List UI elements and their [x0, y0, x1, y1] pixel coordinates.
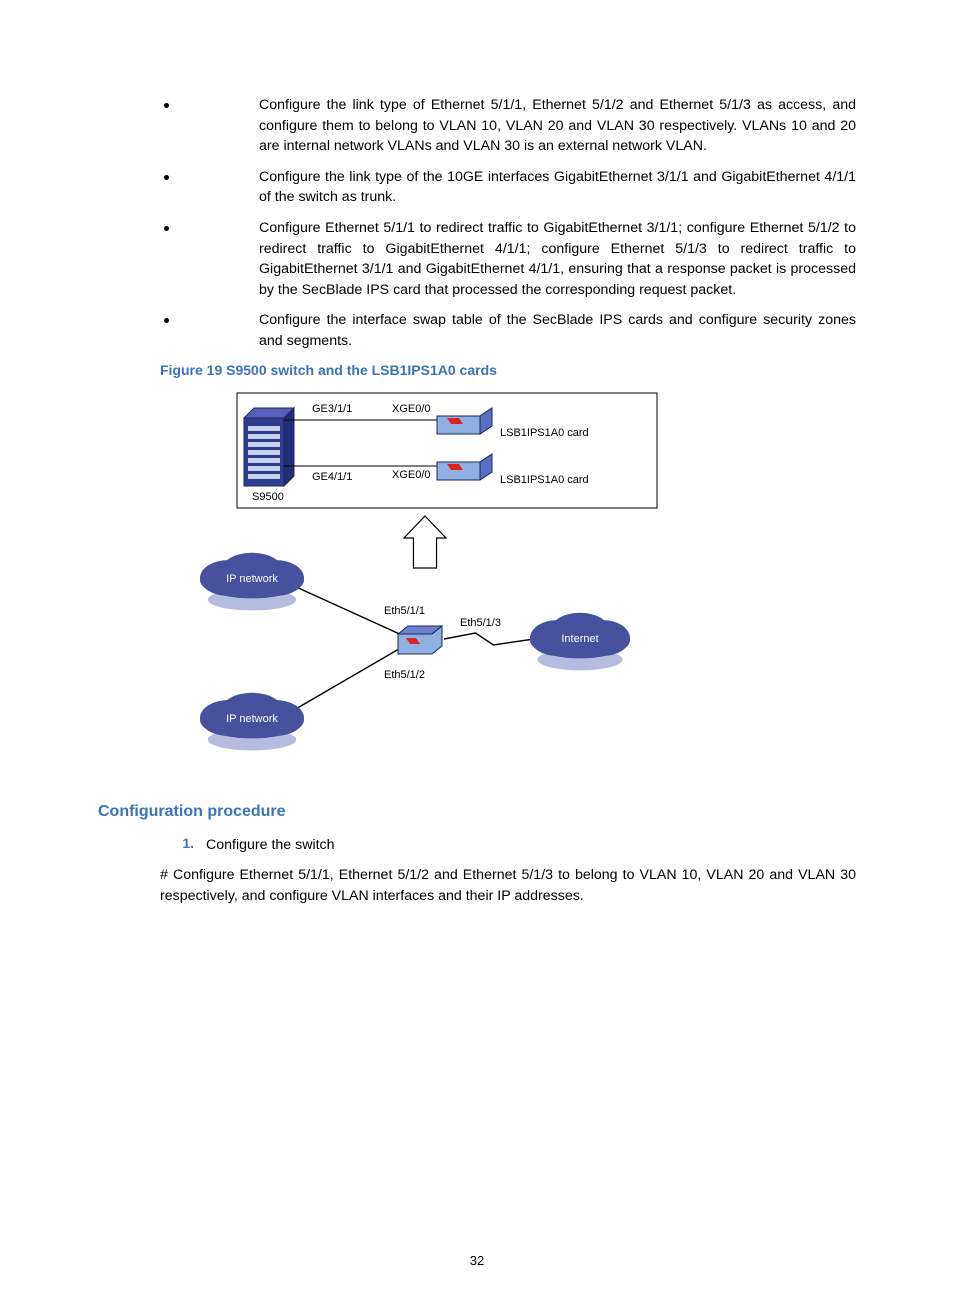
svg-text:LSB1IPS1A0 card: LSB1IPS1A0 card — [500, 474, 589, 486]
svg-text:Eth5/1/3: Eth5/1/3 — [460, 617, 501, 629]
svg-text:IP network: IP network — [226, 573, 278, 585]
page-number: 32 — [0, 1253, 954, 1268]
section-heading: Configuration procedure — [98, 803, 856, 821]
svg-text:Internet: Internet — [561, 633, 598, 645]
list-text: Configure the switch — [206, 835, 856, 856]
svg-text:XGE0/0: XGE0/0 — [392, 469, 431, 481]
bullet-dot-icon — [164, 226, 169, 231]
bullet-text: Configure the link type of the 10GE inte… — [259, 167, 856, 208]
bullet-list: Configure the link type of Ethernet 5/1/… — [98, 95, 856, 352]
svg-text:IP network: IP network — [226, 713, 278, 725]
bullet-text: Configure Ethernet 5/1/1 to redirect tra… — [259, 218, 856, 300]
svg-text:Eth5/1/1: Eth5/1/1 — [384, 605, 425, 617]
svg-text:LSB1IPS1A0 card: LSB1IPS1A0 card — [500, 427, 589, 439]
bullet-text: Configure the link type of Ethernet 5/1/… — [259, 95, 856, 157]
bullet-dot-icon — [164, 318, 169, 323]
svg-text:Eth5/1/2: Eth5/1/2 — [384, 669, 425, 681]
list-number: 1. — [160, 835, 206, 856]
bullet-dot-icon — [164, 175, 169, 180]
bullet-item: Configure Ethernet 5/1/1 to redirect tra… — [98, 218, 856, 300]
figure-diagram: S9500 GE3/1/1 GE4/1/1 XGE0/0 XGE0/0 LSB1IPS1A… — [182, 388, 856, 773]
svg-text:GE4/1/1: GE4/1/1 — [312, 471, 352, 483]
bullet-dot-icon — [164, 103, 169, 108]
bullet-text: Configure the interface swap table of th… — [259, 310, 856, 351]
ordered-list-item: 1. Configure the switch — [160, 835, 856, 856]
bullet-item: Configure the link type of the 10GE inte… — [98, 167, 856, 208]
figure-caption: Figure 19 S9500 switch and the LSB1IPS1A… — [160, 362, 856, 378]
svg-text:S9500: S9500 — [252, 491, 284, 503]
paragraph: # Configure Ethernet 5/1/1, Ethernet 5/1… — [160, 865, 856, 906]
bullet-item: Configure the link type of Ethernet 5/1/… — [98, 95, 856, 157]
svg-text:XGE0/0: XGE0/0 — [392, 403, 431, 415]
network-diagram-svg: S9500 GE3/1/1 GE4/1/1 XGE0/0 XGE0/0 LSB1IPS1A… — [182, 388, 682, 768]
svg-text:GE3/1/1: GE3/1/1 — [312, 403, 352, 415]
bullet-item: Configure the interface swap table of th… — [98, 310, 856, 351]
